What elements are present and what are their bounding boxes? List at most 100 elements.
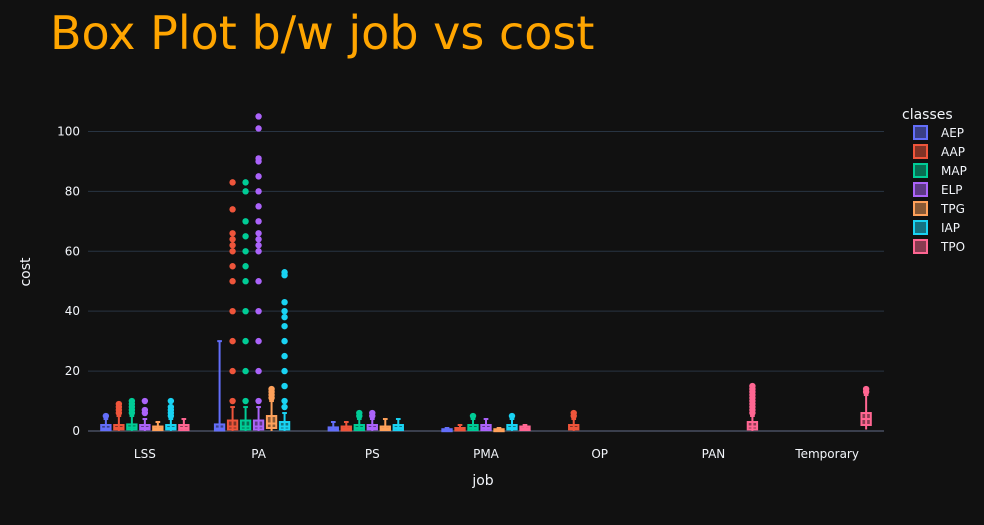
y-axis-ticks: 0 20 40 60 80 100 xyxy=(57,124,80,438)
box-tpo-pan xyxy=(746,382,759,431)
legend-item-map: MAP xyxy=(913,163,967,178)
legend-swatch xyxy=(913,239,928,254)
outlier-point xyxy=(255,125,262,132)
box-aap-pa xyxy=(226,179,239,431)
x-tick-label: OP xyxy=(591,447,608,461)
legend-label: IAP xyxy=(941,221,960,235)
series-elp xyxy=(139,113,492,432)
outlier-point xyxy=(242,188,249,195)
chart-title: Box Plot b/w job vs cost xyxy=(50,6,595,60)
x-tick-label: PAN xyxy=(702,447,726,461)
outlier-point xyxy=(242,218,249,225)
outlier-point xyxy=(255,367,262,375)
outlier-point xyxy=(102,412,110,420)
box-tpg-lss xyxy=(152,421,164,432)
x-tick-label: PA xyxy=(251,447,266,461)
legend-swatch xyxy=(913,163,928,178)
outlier-point xyxy=(115,400,123,408)
outlier-point xyxy=(255,218,262,225)
outlier-point xyxy=(255,173,262,180)
box-body xyxy=(226,419,239,431)
grid-lines xyxy=(88,130,884,432)
legend-item-tpo: TPO xyxy=(913,239,965,254)
outlier-point xyxy=(242,248,249,255)
box-elp-pma xyxy=(480,418,492,432)
outlier-point xyxy=(229,278,236,285)
legend-label: AEP xyxy=(941,126,964,140)
outlier-point xyxy=(268,385,275,393)
outlier-point xyxy=(229,337,236,345)
outlier-point xyxy=(255,307,262,315)
outlier-point xyxy=(281,382,288,390)
outlier-point xyxy=(255,155,262,162)
outlier-point xyxy=(242,367,249,375)
outlier-point xyxy=(242,179,249,186)
box-aep-lss xyxy=(100,412,112,432)
box-iap-pa xyxy=(278,269,291,431)
legend-label: ELP xyxy=(941,183,963,197)
box-body xyxy=(239,419,252,431)
outlier-point xyxy=(229,242,236,249)
outlier-point xyxy=(281,367,288,375)
box-tpg-pma xyxy=(493,427,505,433)
outlier-point xyxy=(255,242,262,249)
outlier-point xyxy=(281,403,288,411)
outlier-point xyxy=(862,385,870,393)
outlier-point xyxy=(255,113,262,120)
box-aap-lss xyxy=(113,400,125,431)
outlier-point xyxy=(167,403,175,411)
outlier-point xyxy=(281,322,288,330)
outlier-point xyxy=(508,412,516,420)
x-tick-label: PS xyxy=(365,447,380,461)
y-tick-label: 100 xyxy=(57,124,80,138)
box-elp-lss xyxy=(139,397,151,431)
legend-item-aap: AAP xyxy=(913,144,965,159)
legend-label: MAP xyxy=(941,164,967,178)
outlier-point xyxy=(255,230,262,237)
y-axis-label: cost xyxy=(18,257,34,287)
outlier-point xyxy=(281,298,288,306)
box-elp-ps xyxy=(366,409,378,431)
box-map-pma xyxy=(467,412,479,432)
outlier-point xyxy=(356,409,363,417)
outlier-point xyxy=(128,397,136,405)
box-body xyxy=(265,415,278,430)
outlier-point xyxy=(255,278,262,285)
box-elp-pa xyxy=(252,113,265,431)
legend-swatch xyxy=(913,144,928,159)
x-axis-label: job xyxy=(471,473,493,489)
legend-label: AAP xyxy=(941,145,965,159)
box-body xyxy=(213,423,226,432)
outlier-point xyxy=(255,397,262,405)
y-tick-label: 80 xyxy=(65,184,80,198)
outlier-point xyxy=(242,337,249,345)
outlier-point xyxy=(255,236,262,243)
box-iap-pma xyxy=(506,412,518,431)
box-aap-pma xyxy=(454,424,466,432)
box-iap-lss xyxy=(165,397,177,431)
outlier-point xyxy=(229,179,236,186)
legend-item-elp: ELP xyxy=(913,182,963,197)
box-aep-ps xyxy=(327,421,339,432)
boxes xyxy=(100,113,872,433)
box-tpg-ps xyxy=(379,418,391,432)
legend-item-aep: AEP xyxy=(913,125,964,140)
outlier-point xyxy=(242,397,249,405)
y-tick-label: 60 xyxy=(65,244,80,258)
series-tpo xyxy=(178,382,872,432)
box-body xyxy=(100,424,112,432)
box-map-lss xyxy=(126,397,138,431)
outlier-point xyxy=(242,233,249,240)
outlier-point xyxy=(229,397,236,405)
outlier-point xyxy=(281,269,288,276)
series-tpg xyxy=(152,385,505,433)
outlier-point xyxy=(255,203,262,210)
outlier-point xyxy=(281,397,288,405)
legend-swatch xyxy=(913,125,928,140)
box-tpg-pa xyxy=(265,385,278,431)
outlier-point xyxy=(229,206,236,213)
series-iap xyxy=(165,269,518,432)
outlier-point xyxy=(255,188,262,195)
outlier-point xyxy=(229,367,236,375)
